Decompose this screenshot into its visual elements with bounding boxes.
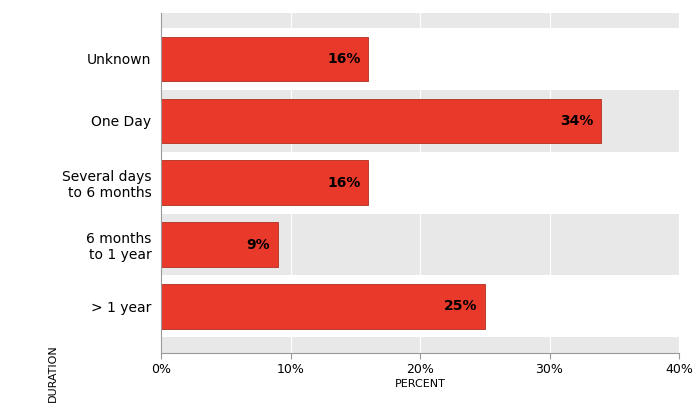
Text: 9%: 9% bbox=[246, 238, 270, 252]
Bar bbox=[161, 90, 679, 152]
Bar bbox=[161, 160, 368, 205]
Bar bbox=[161, 276, 679, 337]
Text: 16%: 16% bbox=[327, 176, 360, 190]
Bar bbox=[161, 222, 277, 267]
Y-axis label: DURATION: DURATION bbox=[48, 344, 57, 402]
Bar bbox=[161, 152, 679, 214]
Text: 25%: 25% bbox=[444, 299, 477, 313]
X-axis label: PERCENT: PERCENT bbox=[395, 379, 445, 389]
Text: 16%: 16% bbox=[327, 52, 360, 66]
Text: 34%: 34% bbox=[560, 114, 594, 128]
Bar bbox=[161, 214, 679, 276]
Bar bbox=[161, 99, 601, 143]
Bar bbox=[161, 37, 368, 81]
Bar bbox=[161, 28, 679, 90]
Bar bbox=[161, 284, 484, 329]
